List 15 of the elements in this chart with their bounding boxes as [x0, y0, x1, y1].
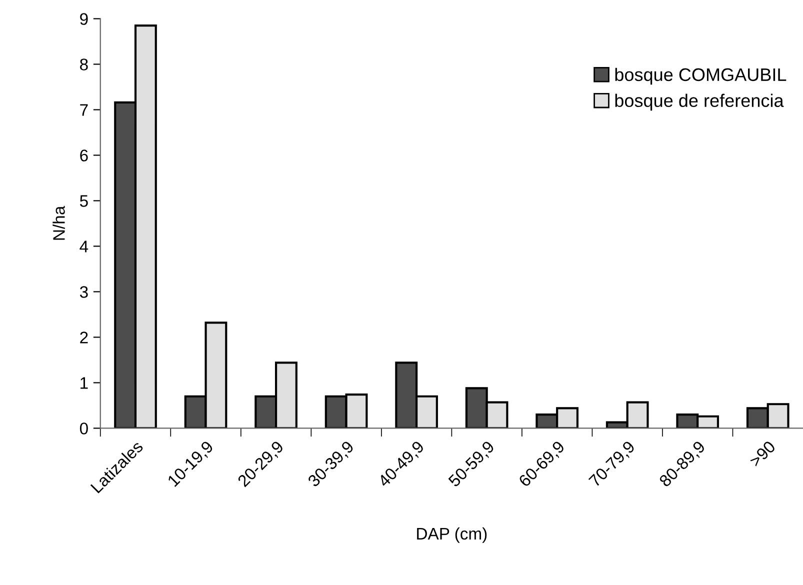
y-tick-label: 3	[80, 286, 88, 298]
y-tick-label: 9	[80, 13, 88, 25]
y-tick-label: 4	[80, 240, 88, 252]
legend-label: bosque COMGAUBIL	[615, 68, 786, 85]
legend-label: bosque de referencia	[615, 94, 784, 111]
y-tick-label: 2	[80, 332, 88, 344]
y-axis-title: N/ha	[52, 206, 65, 240]
y-tick-label: 7	[80, 104, 88, 116]
x-axis-title: DAP (cm)	[417, 527, 487, 543]
y-tick-label: 5	[80, 195, 88, 207]
y-tick-label: 1	[80, 377, 88, 389]
x-tick-label: >90	[748, 440, 776, 468]
y-tick-label: 6	[80, 150, 88, 162]
y-tick-label: 8	[80, 58, 88, 70]
y-tick-label: 0	[80, 422, 88, 434]
